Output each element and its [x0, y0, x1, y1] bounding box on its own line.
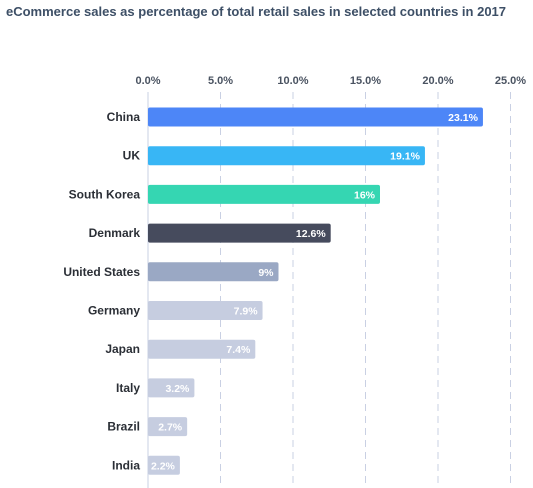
bar — [148, 378, 195, 398]
category-label: UK — [123, 149, 141, 163]
category-label: Germany — [88, 304, 140, 318]
x-axis-ticks: 0.0% 5.0% 10.0% 15.0% 20.0% 25.0% — [135, 75, 526, 87]
x-tick-label: 0.0% — [135, 75, 160, 87]
bar — [148, 417, 188, 437]
x-tick-label: 20.0% — [422, 75, 453, 87]
category-label: Denmark — [89, 226, 141, 240]
data-label: 12.6% — [296, 228, 326, 240]
data-label: 9% — [258, 267, 274, 279]
category-label: Italy — [116, 381, 140, 395]
bars — [148, 107, 483, 475]
x-tick-label: 25.0% — [495, 75, 526, 87]
bar — [148, 146, 425, 166]
data-label: 7.9% — [234, 306, 259, 318]
bar — [148, 339, 256, 359]
bar — [148, 455, 180, 475]
category-label: Brazil — [107, 420, 140, 434]
bar — [148, 262, 279, 282]
category-label: China — [107, 110, 141, 124]
x-tick-label: 5.0% — [208, 75, 233, 87]
data-labels: 23.1% 19.1% 16% 12.6% 9% 7.9% 7.4% 3.2% 2.7% 2.2% — [151, 112, 479, 472]
bar — [148, 184, 380, 204]
category-label: United States — [63, 265, 140, 279]
data-label: 19.1% — [390, 151, 420, 163]
data-label: 23.1% — [448, 112, 478, 124]
data-label: 7.4% — [226, 344, 251, 356]
x-tick-label: 10.0% — [277, 75, 308, 87]
data-label: 2.7% — [158, 422, 183, 434]
category-label: South Korea — [69, 187, 141, 201]
bar — [148, 301, 263, 320]
bar — [148, 223, 331, 243]
data-label: 3.2% — [165, 383, 190, 395]
category-label: Japan — [105, 342, 140, 356]
data-label: 2.2% — [151, 460, 176, 472]
chart-title: eCommerce sales as percentage of total r… — [6, 4, 507, 19]
category-labels: China UK South Korea Denmark United States Ge… — [63, 110, 140, 472]
x-tick-label: 15.0% — [350, 75, 381, 87]
bar — [148, 107, 483, 127]
data-label: 16% — [354, 189, 376, 201]
category-label: India — [112, 458, 140, 472]
